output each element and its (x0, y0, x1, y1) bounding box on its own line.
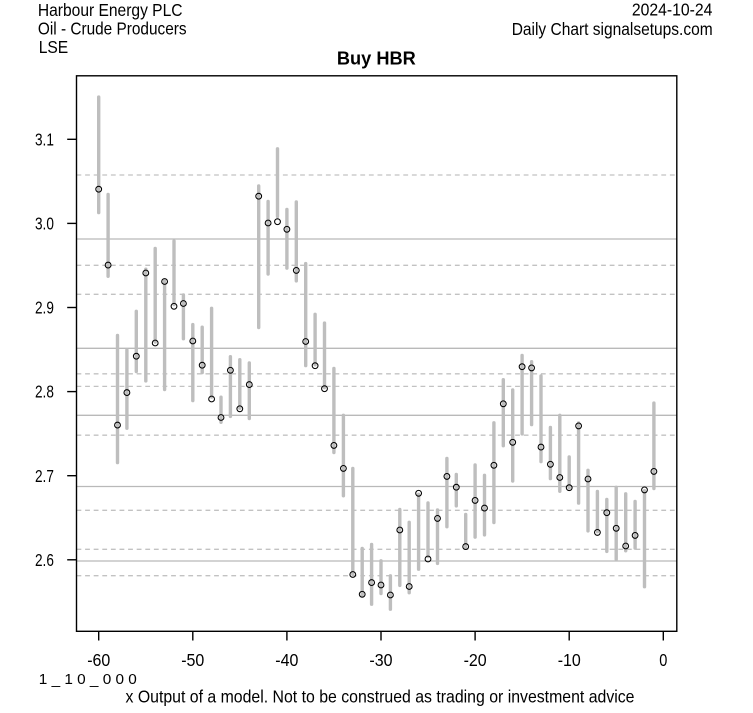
svg-text:LSE: LSE (39, 37, 69, 57)
svg-text:2.7: 2.7 (35, 466, 54, 486)
svg-text:2.6: 2.6 (35, 550, 54, 570)
svg-text:Daily Chart signalsetups.com: Daily Chart signalsetups.com (512, 19, 713, 39)
svg-text:1 _ 1 0 _ 0 0 0: 1 _ 1 0 _ 0 0 0 (39, 672, 137, 688)
svg-text:3.1: 3.1 (35, 129, 54, 149)
svg-text:2024-10-24: 2024-10-24 (632, 0, 713, 20)
svg-text:0: 0 (659, 650, 667, 670)
svg-text:2.8: 2.8 (35, 382, 54, 402)
svg-text:-20: -20 (464, 650, 487, 670)
svg-text:-60: -60 (87, 650, 110, 670)
svg-text:Oil - Crude Producers: Oil - Crude Producers (38, 18, 187, 38)
svg-text:-50: -50 (181, 650, 204, 670)
svg-text:Harbour Energy PLC: Harbour Energy PLC (38, 0, 183, 20)
svg-text:2.9: 2.9 (35, 298, 54, 318)
svg-text:3.0: 3.0 (35, 214, 54, 234)
svg-text:-30: -30 (369, 650, 392, 670)
svg-text:Buy HBR: Buy HBR (337, 47, 416, 68)
svg-text:-10: -10 (558, 650, 581, 670)
svg-text:-40: -40 (275, 650, 298, 670)
svg-text:x Output of a model. Not to be: x Output of a model. Not to be construed… (126, 686, 635, 706)
